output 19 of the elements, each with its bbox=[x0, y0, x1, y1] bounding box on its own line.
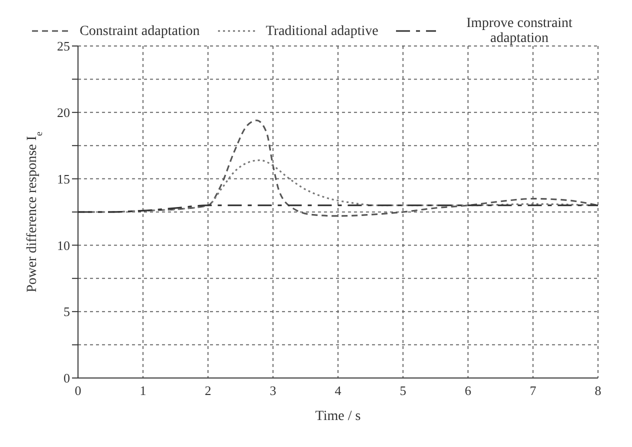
legend-label: Improve constraint adaptation bbox=[465, 16, 574, 46]
y-tick-label: 10 bbox=[57, 238, 70, 253]
x-tick-label: 5 bbox=[400, 383, 406, 398]
x-tick-label: 7 bbox=[530, 383, 537, 398]
legend-label: Traditional adaptive bbox=[266, 24, 378, 38]
x-tick-label: 4 bbox=[334, 383, 342, 398]
y-tick-label: 20 bbox=[57, 105, 70, 120]
y-tick-label: 25 bbox=[57, 38, 70, 54]
y-tick-label: 0 bbox=[64, 370, 70, 386]
legend-label: Constraint adaptation bbox=[80, 24, 200, 38]
x-tick-label: 8 bbox=[594, 383, 602, 398]
x-tick-label: 2 bbox=[204, 383, 212, 398]
y-tick-label: 5 bbox=[64, 304, 70, 320]
y-tick-label: 15 bbox=[57, 171, 70, 186]
x-tick-label: 0 bbox=[74, 383, 82, 398]
x-axis-title: Time / s bbox=[315, 409, 361, 424]
x-tick-label: 3 bbox=[270, 383, 276, 398]
x-tick-label: 1 bbox=[140, 383, 146, 398]
x-tick-label: 6 bbox=[464, 383, 472, 398]
